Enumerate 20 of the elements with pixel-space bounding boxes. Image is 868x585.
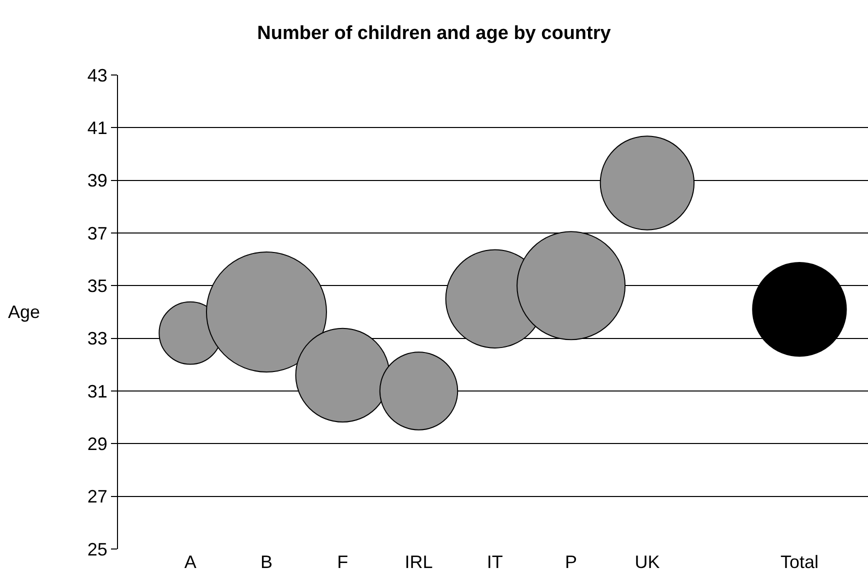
x-tick-label: A bbox=[184, 552, 196, 572]
x-tick-label: P bbox=[565, 552, 578, 572]
x-tick-label: IRL bbox=[404, 552, 433, 572]
x-tick-label: UK bbox=[634, 552, 660, 572]
x-tick-label: Total bbox=[780, 552, 818, 572]
x-tick-label: IT bbox=[486, 552, 503, 572]
chart-title: Number of children and age by country bbox=[257, 22, 612, 44]
y-tick-label: 31 bbox=[87, 381, 108, 402]
y-tick-label: 39 bbox=[87, 170, 108, 191]
y-tick-label: 25 bbox=[87, 539, 108, 560]
y-axis-title: Age bbox=[8, 302, 40, 322]
y-tick-label: 43 bbox=[87, 65, 108, 86]
y-tick-label: 33 bbox=[87, 328, 108, 349]
y-tick-label: 41 bbox=[87, 118, 108, 138]
y-tick-label: 37 bbox=[87, 223, 108, 244]
y-tick-label: 27 bbox=[87, 486, 108, 507]
y-tick-label: 35 bbox=[87, 276, 108, 296]
x-tick-label: F bbox=[337, 552, 348, 572]
x-tick-label: B bbox=[260, 552, 272, 572]
y-tick-label: 29 bbox=[87, 434, 108, 454]
